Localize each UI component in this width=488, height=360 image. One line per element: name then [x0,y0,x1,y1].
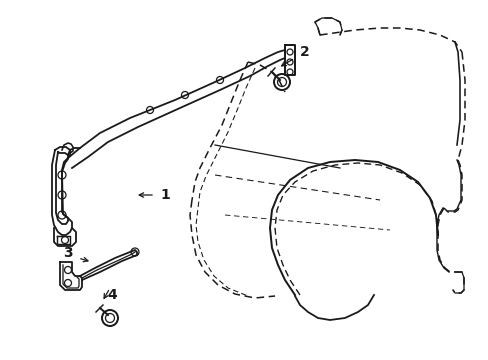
Text: 3: 3 [63,246,73,260]
Text: 1: 1 [160,188,169,202]
Text: 2: 2 [300,45,309,59]
Text: 4: 4 [107,288,117,302]
